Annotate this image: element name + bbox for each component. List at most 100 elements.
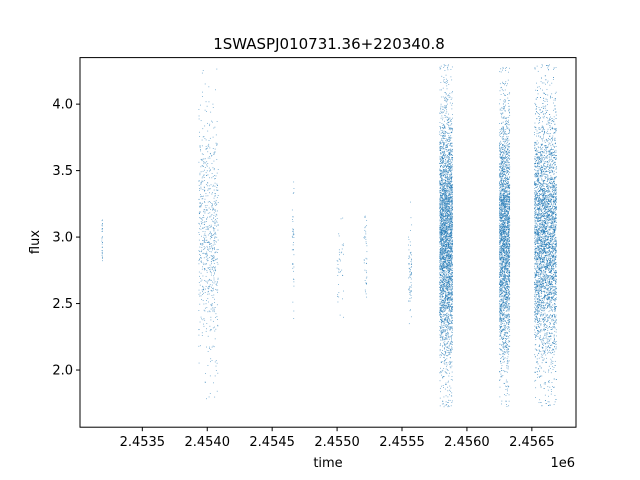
data-point [449,169,451,171]
data-point [442,223,444,225]
data-point [443,167,445,168]
data-point [448,252,450,254]
data-point [448,350,449,352]
data-point [445,262,447,264]
data-point [441,310,443,311]
data-point [449,207,450,208]
data-point [447,223,449,225]
data-point [446,219,448,221]
data-point [448,247,450,249]
data-point [441,296,443,298]
data-point [445,315,447,316]
data-point [203,292,204,294]
data-point [445,212,447,214]
data-point [449,139,451,141]
data-point [447,258,449,260]
data-point [202,176,204,178]
data-point [442,182,444,184]
data-point [211,245,213,247]
data-point [206,105,208,107]
data-point [446,265,448,267]
data-point [214,209,216,211]
data-point [444,193,446,195]
data-point [410,273,412,275]
data-point [447,302,449,303]
data-point [445,192,446,193]
data-point [442,330,444,331]
data-point [451,307,452,309]
data-point [442,226,443,228]
data-point [442,289,444,291]
data-point [450,193,452,194]
data-point [439,260,441,262]
data-point [444,291,446,293]
data-point [444,251,446,253]
data-point [441,301,442,303]
data-point [447,250,449,252]
data-point [442,339,444,341]
data-point [446,244,447,246]
data-point [203,186,205,188]
data-point [501,129,503,131]
data-point [448,275,450,277]
data-point [441,229,443,230]
data-point [443,244,444,246]
data-point [446,262,448,264]
data-point [441,271,443,273]
data-point [439,216,441,218]
data-point [443,279,445,281]
data-point [443,256,445,258]
data-point [446,227,447,229]
data-point [216,186,218,188]
data-point [449,310,451,311]
data-point [446,171,448,172]
data-point [442,332,444,333]
data-point [445,141,447,143]
data-point [451,195,453,197]
data-point [443,341,445,343]
data-point [452,279,453,281]
data-point [506,358,508,360]
data-point [442,296,444,298]
data-point [216,304,218,306]
data-point [448,271,450,273]
data-point [215,251,217,253]
data-point [446,288,447,290]
data-point [102,256,103,258]
data-point [203,209,205,211]
data-point [445,169,447,171]
data-point [451,243,452,245]
data-point [443,300,445,302]
data-point [201,180,203,182]
data-point [449,190,451,192]
data-point [445,296,447,297]
data-point [503,282,505,284]
data-point [341,269,343,271]
data-point [447,132,448,134]
data-point [509,226,510,228]
data-point [449,246,451,248]
data-point [440,177,442,179]
data-point [439,254,441,256]
data-point [446,196,448,198]
data-point [447,239,449,241]
data-point [211,295,213,296]
data-point [212,234,213,236]
data-point [441,115,443,117]
data-point [447,132,449,134]
data-point [215,213,217,215]
data-point [443,222,444,224]
data-point [448,122,450,124]
data-point [449,142,451,144]
data-point [450,336,452,337]
data-point [441,301,443,303]
data-point [445,304,447,306]
data-point [216,362,218,364]
data-point [411,224,413,226]
data-point [206,164,208,166]
data-point [440,326,441,328]
data-point [209,393,211,394]
data-point [444,127,446,129]
data-point [449,286,451,287]
data-point [439,197,441,198]
